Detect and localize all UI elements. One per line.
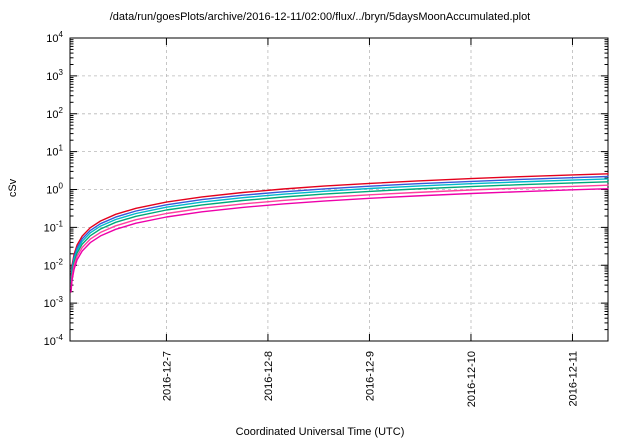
y-tick-label: 10-1 [44,219,64,234]
y-tick-label: 102 [46,106,63,121]
plot-frame [69,37,609,342]
y-axis-label: cSv [7,178,20,198]
x-axis-label: Coordinated Universal Time (UTC) [235,426,405,438]
x-tick-label: 2016-12-10 [466,351,478,407]
y-tick-label: 10-2 [44,257,64,272]
y-tick-label: 101 [46,144,63,159]
series-line-pink [70,184,609,290]
x-tick-label: 2016-12-7 [161,351,173,401]
y-tick-label: 10-4 [44,333,64,348]
y-tick-label: 100 [46,182,63,197]
series-line-red [70,173,609,278]
chart-title: /data/run/goesPlots/archive/2016-12-11/0… [109,11,531,23]
x-tick-label: 2016-12-11 [567,351,579,406]
x-tick-label: 2016-12-8 [263,351,275,401]
y-tick-label: 104 [46,30,63,45]
series-line-green [70,181,609,286]
series-line-cyan [70,178,609,283]
series-line-blue [70,175,609,281]
x-tick-label: 2016-12-9 [364,351,376,401]
series-line-magenta [70,187,609,293]
y-tick-label: 103 [46,68,63,83]
y-tick-label: 10-3 [44,295,64,310]
